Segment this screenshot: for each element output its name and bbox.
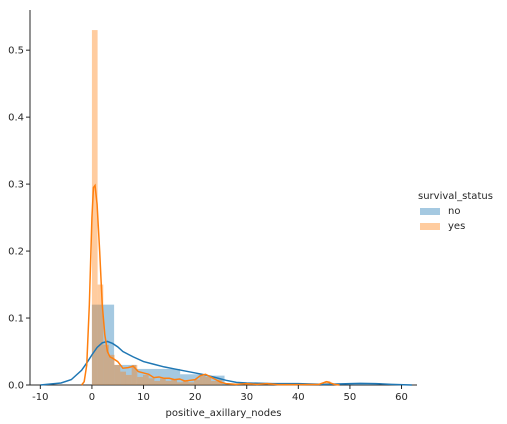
legend-label-yes: yes — [448, 221, 466, 232]
kde-line-yes — [81, 183, 340, 386]
legend-item-no: no — [418, 204, 493, 219]
histogram-bar-yes-8 — [137, 376, 144, 385]
histogram-yes — [91, 30, 331, 385]
histogram-bar-yes-1 — [97, 284, 104, 385]
histogram-bar-yes-25 — [324, 380, 331, 385]
legend-swatch-yes — [420, 223, 440, 230]
x-tick-label: 30 — [240, 392, 253, 403]
y-tick-label: 0.4 — [8, 113, 24, 124]
histogram-bar-no-3 — [157, 368, 181, 385]
histogram-bar-yes-5 — [120, 371, 126, 385]
axes — [29, 10, 417, 386]
x-tick-label: 50 — [344, 392, 357, 403]
x-tick-label: 60 — [395, 392, 408, 403]
histogram-bar-yes-11 — [154, 380, 161, 385]
histogram-bar-yes-12 — [160, 378, 166, 385]
y-tick-label: 0.5 — [8, 46, 24, 57]
histogram-bar-no-12 — [357, 384, 380, 385]
x-axis-label: positive_axillary_nodes — [166, 408, 282, 419]
histogram-bar-yes-15 — [177, 382, 183, 385]
legend-label-no: no — [448, 206, 461, 217]
histogram-bar-yes-4 — [114, 364, 121, 385]
y-tick-label: 0.1 — [8, 314, 24, 325]
x-tick-label: -10 — [32, 392, 48, 403]
histogram-bar-yes-19 — [199, 375, 206, 385]
histogram-bar-yes-18 — [194, 379, 200, 385]
ticks: -10 0 10 20 30 40 50 60 0.0 0.1 0.2 0.3 0.4 0.5 — [8, 46, 408, 403]
histogram-bar-yes-10 — [148, 378, 155, 385]
x-tick-label: 10 — [137, 392, 150, 403]
histogram-bar-yes-16 — [182, 380, 189, 385]
histogram-bar-no-5 — [202, 375, 225, 385]
x-tick-label: 20 — [189, 392, 202, 403]
histogram-bar-yes-3 — [108, 354, 115, 385]
legend-item-yes: yes — [418, 219, 493, 234]
histogram-bar-yes-14 — [171, 379, 178, 385]
histogram-bar-yes-17 — [188, 382, 195, 385]
y-tick-label: 0.0 — [8, 381, 24, 392]
histogram-bar-yes-7 — [131, 364, 138, 385]
y-tick-label: 0.2 — [8, 247, 24, 258]
histogram-bar-no-11 — [334, 384, 358, 385]
histogram-bar-no-0 — [91, 304, 115, 385]
histogram-bar-yes-6 — [125, 374, 132, 385]
histogram-bar-yes-20 — [205, 376, 212, 385]
histogram-bar-yes-0 — [91, 30, 98, 385]
legend-title: survival_status — [418, 191, 493, 202]
legend: survival_status no yes — [418, 191, 493, 234]
histogram-bar-yes-2 — [103, 344, 109, 385]
histogram-bar-yes-21 — [211, 380, 217, 385]
histogram-bar-yes-13 — [165, 380, 172, 385]
histogram-bar-yes-9 — [143, 374, 149, 385]
y-tick-label: 0.3 — [8, 180, 24, 191]
histogram-bar-no-1 — [114, 364, 137, 385]
kde-lines — [40, 183, 412, 386]
x-tick-label: 40 — [292, 392, 305, 403]
x-tick-label: 0 — [89, 392, 95, 403]
legend-swatch-no — [420, 208, 440, 215]
